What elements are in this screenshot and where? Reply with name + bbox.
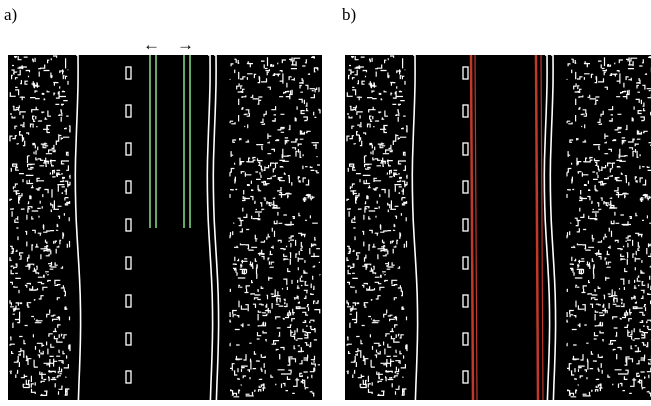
edge-image-a [8,55,322,400]
arrow-left: ← [143,35,160,54]
arrow-right: → [177,35,194,54]
image-background [8,55,322,400]
panel-label: a) [4,5,17,24]
panel-label: b) [342,5,356,24]
edge-image-b [345,55,651,400]
figure: a) b) ← → [0,0,651,406]
image-background [345,55,651,400]
